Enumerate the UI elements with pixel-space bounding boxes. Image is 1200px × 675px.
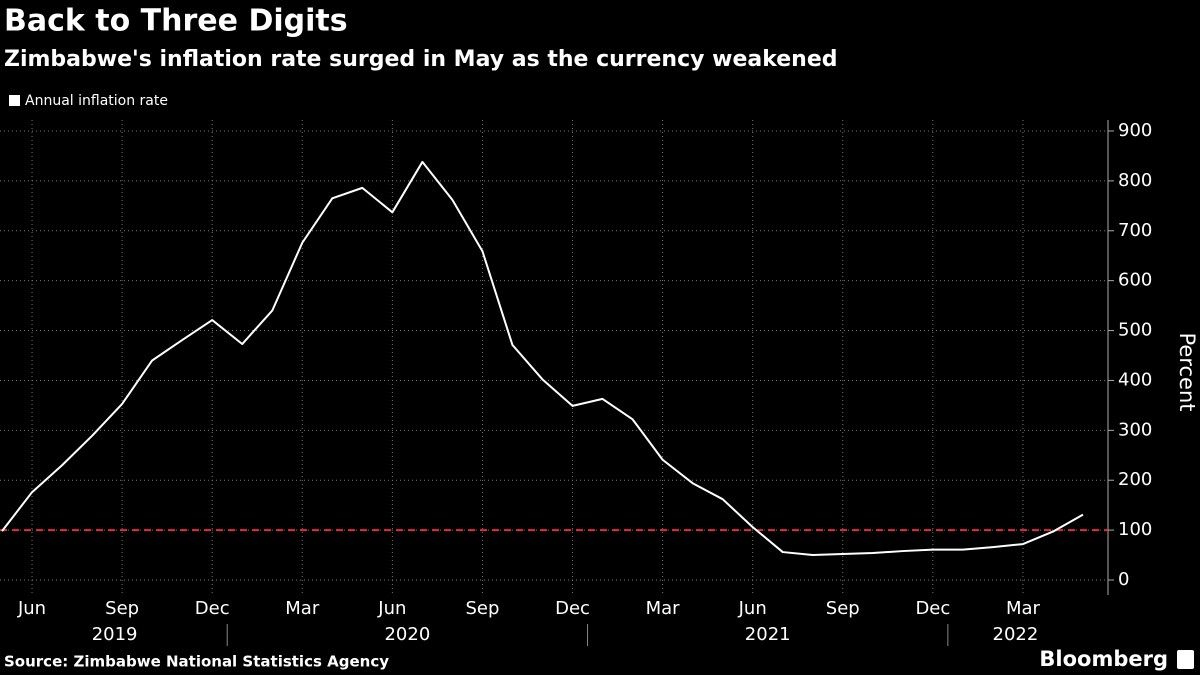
y-tick-label: 700 <box>1118 220 1152 241</box>
brand: Bloomberg <box>1039 647 1168 671</box>
series-line <box>1 160 1084 557</box>
source: Source: Zimbabwe National Statistics Age… <box>4 653 389 671</box>
x-tick-label: Sep <box>465 598 499 619</box>
y-tick-label: 300 <box>1118 419 1152 440</box>
x-tick-label: Jun <box>17 598 46 619</box>
x-group-label: 2020 <box>384 624 430 645</box>
x-tick-label: Mar <box>646 598 681 619</box>
x-tick-label: Dec <box>555 598 590 619</box>
x-tick-label: Dec <box>915 598 950 619</box>
x-tick-label: Dec <box>195 598 230 619</box>
y-tick-label: 800 <box>1118 170 1152 191</box>
y-tick-label: 500 <box>1118 320 1152 341</box>
chart-subtitle: Zimbabwe's inflation rate surged in May … <box>4 47 838 72</box>
legend-swatch <box>9 95 20 106</box>
y-tick-label: 100 <box>1118 519 1152 540</box>
x-tick-label: Mar <box>1006 598 1041 619</box>
x-group-label: 2019 <box>92 624 138 645</box>
y-tick-label: 900 <box>1118 120 1152 141</box>
x-tick-label: Mar <box>285 598 320 619</box>
x-tick-label: Sep <box>105 598 139 619</box>
y-axis-label: Percent <box>1175 332 1199 411</box>
brand-icon <box>1177 650 1194 669</box>
y-tick-label: 200 <box>1118 469 1152 490</box>
x-tick-label: Jun <box>738 598 767 619</box>
y-tick-label: 400 <box>1118 369 1152 390</box>
x-group-label: 2021 <box>745 624 791 645</box>
legend-label: Annual inflation rate <box>25 93 168 109</box>
x-tick-label: Jun <box>377 598 406 619</box>
x-group-label: 2022 <box>993 624 1039 645</box>
y-tick-label: 600 <box>1118 270 1152 291</box>
chart-title: Back to Three Digits <box>4 4 348 39</box>
y-tick-label: 0 <box>1118 569 1129 590</box>
x-tick-label: Sep <box>826 598 860 619</box>
